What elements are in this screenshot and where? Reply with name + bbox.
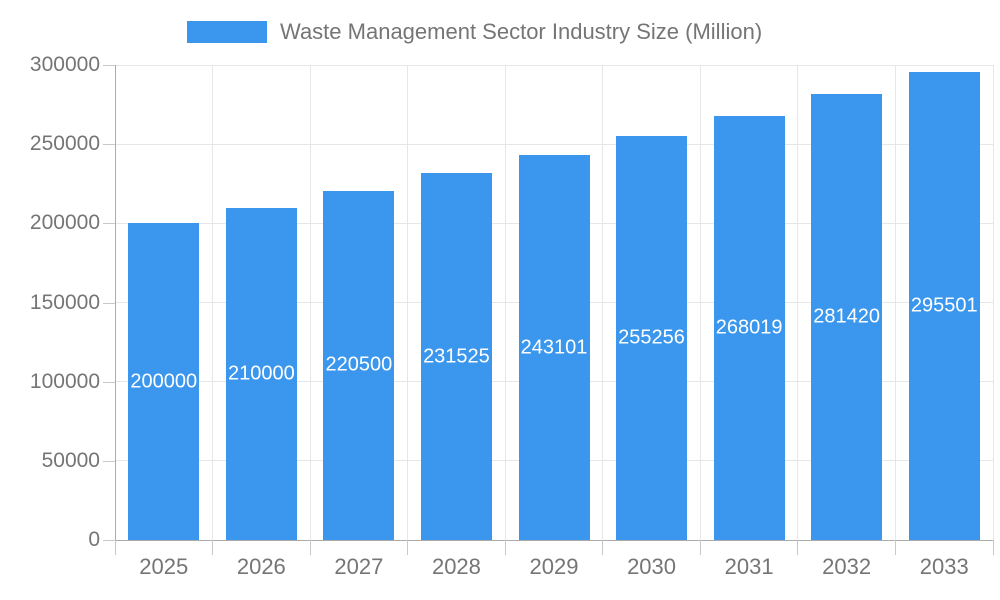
bar[interactable]: 243101	[518, 155, 590, 540]
gridline-v	[212, 65, 214, 540]
x-tick-label: 2027	[334, 554, 384, 579]
y-tick-label: 50000	[41, 448, 100, 472]
x-tick-mark	[797, 540, 799, 555]
bar[interactable]: 210000	[225, 207, 297, 540]
x-tick-mark	[699, 540, 701, 555]
bar-value-label: 210000	[227, 362, 295, 385]
x-tick-label: 2032	[822, 554, 872, 579]
x-tick-mark	[992, 540, 994, 555]
x-tick-label: 2028	[431, 554, 481, 579]
x-tick-mark	[894, 540, 896, 555]
x-tick-mark	[602, 540, 604, 555]
bar[interactable]: 268019	[713, 115, 785, 540]
y-tick-label: 0	[88, 528, 100, 551]
y-tick-label: 250000	[29, 132, 100, 156]
plot-area: 200000 210000 220500 231525 243101 255256 2680…	[114, 64, 994, 541]
y-tick-label: 300000	[29, 53, 100, 76]
y-tick-mark	[103, 540, 115, 541]
y-tick-mark	[103, 65, 115, 66]
bar[interactable]: 220500	[323, 190, 395, 540]
x-tick-mark	[212, 540, 214, 555]
gridline-h	[115, 539, 993, 541]
bar-value-label: 281420	[813, 305, 881, 328]
y-axis-line	[114, 65, 116, 540]
bar-value-label: 231525	[423, 345, 490, 368]
bar-value-label: 268019	[715, 316, 783, 339]
bar[interactable]: 295501	[908, 72, 980, 540]
bar[interactable]: 255256	[616, 135, 688, 540]
x-tick-label: 2033	[919, 554, 969, 579]
x-tick-mark	[504, 540, 506, 555]
y-tick-mark	[103, 381, 115, 383]
bar[interactable]: 231525	[420, 173, 492, 540]
y-tick-mark	[103, 144, 115, 146]
bar-value-label: 295501	[910, 294, 978, 317]
y-tick-label: 100000	[29, 369, 100, 393]
y-tick-mark	[103, 460, 115, 462]
x-tick-label: 2025	[139, 554, 189, 579]
bar-value-label: 200000	[130, 370, 198, 393]
gridline-v	[504, 65, 506, 540]
bar-value-label: 255256	[618, 326, 685, 349]
x-tick-label: 2026	[236, 554, 286, 579]
x-tick-label: 2029	[529, 554, 579, 579]
bar-value-label: 243101	[520, 336, 588, 359]
gridline-h	[115, 64, 993, 66]
bar-value-label: 220500	[325, 353, 393, 376]
x-tick-mark	[114, 540, 116, 555]
y-tick-mark	[103, 302, 115, 304]
legend[interactable]: Waste Management Sector Industry Size (M…	[187, 18, 762, 46]
gridline-v	[699, 65, 701, 540]
x-tick-mark	[309, 540, 311, 555]
legend-swatch-icon	[187, 21, 267, 43]
x-tick-mark	[407, 540, 409, 555]
gridline-h	[115, 143, 993, 145]
gridline-v	[992, 65, 994, 540]
gridline-v	[309, 65, 311, 540]
legend-label: Waste Management Sector Industry Size (M…	[280, 19, 763, 44]
bar[interactable]: 281420	[811, 94, 883, 540]
y-tick-label: 200000	[29, 211, 100, 235]
bar[interactable]: 200000	[128, 223, 200, 540]
y-tick-label: 150000	[29, 290, 100, 314]
x-tick-label: 2031	[724, 554, 774, 579]
gridline-v	[797, 65, 799, 540]
gridline-v	[407, 65, 409, 540]
gridline-v	[602, 65, 604, 540]
y-tick-mark	[103, 223, 115, 225]
x-tick-label: 2030	[627, 554, 677, 579]
gridline-v	[894, 65, 896, 540]
